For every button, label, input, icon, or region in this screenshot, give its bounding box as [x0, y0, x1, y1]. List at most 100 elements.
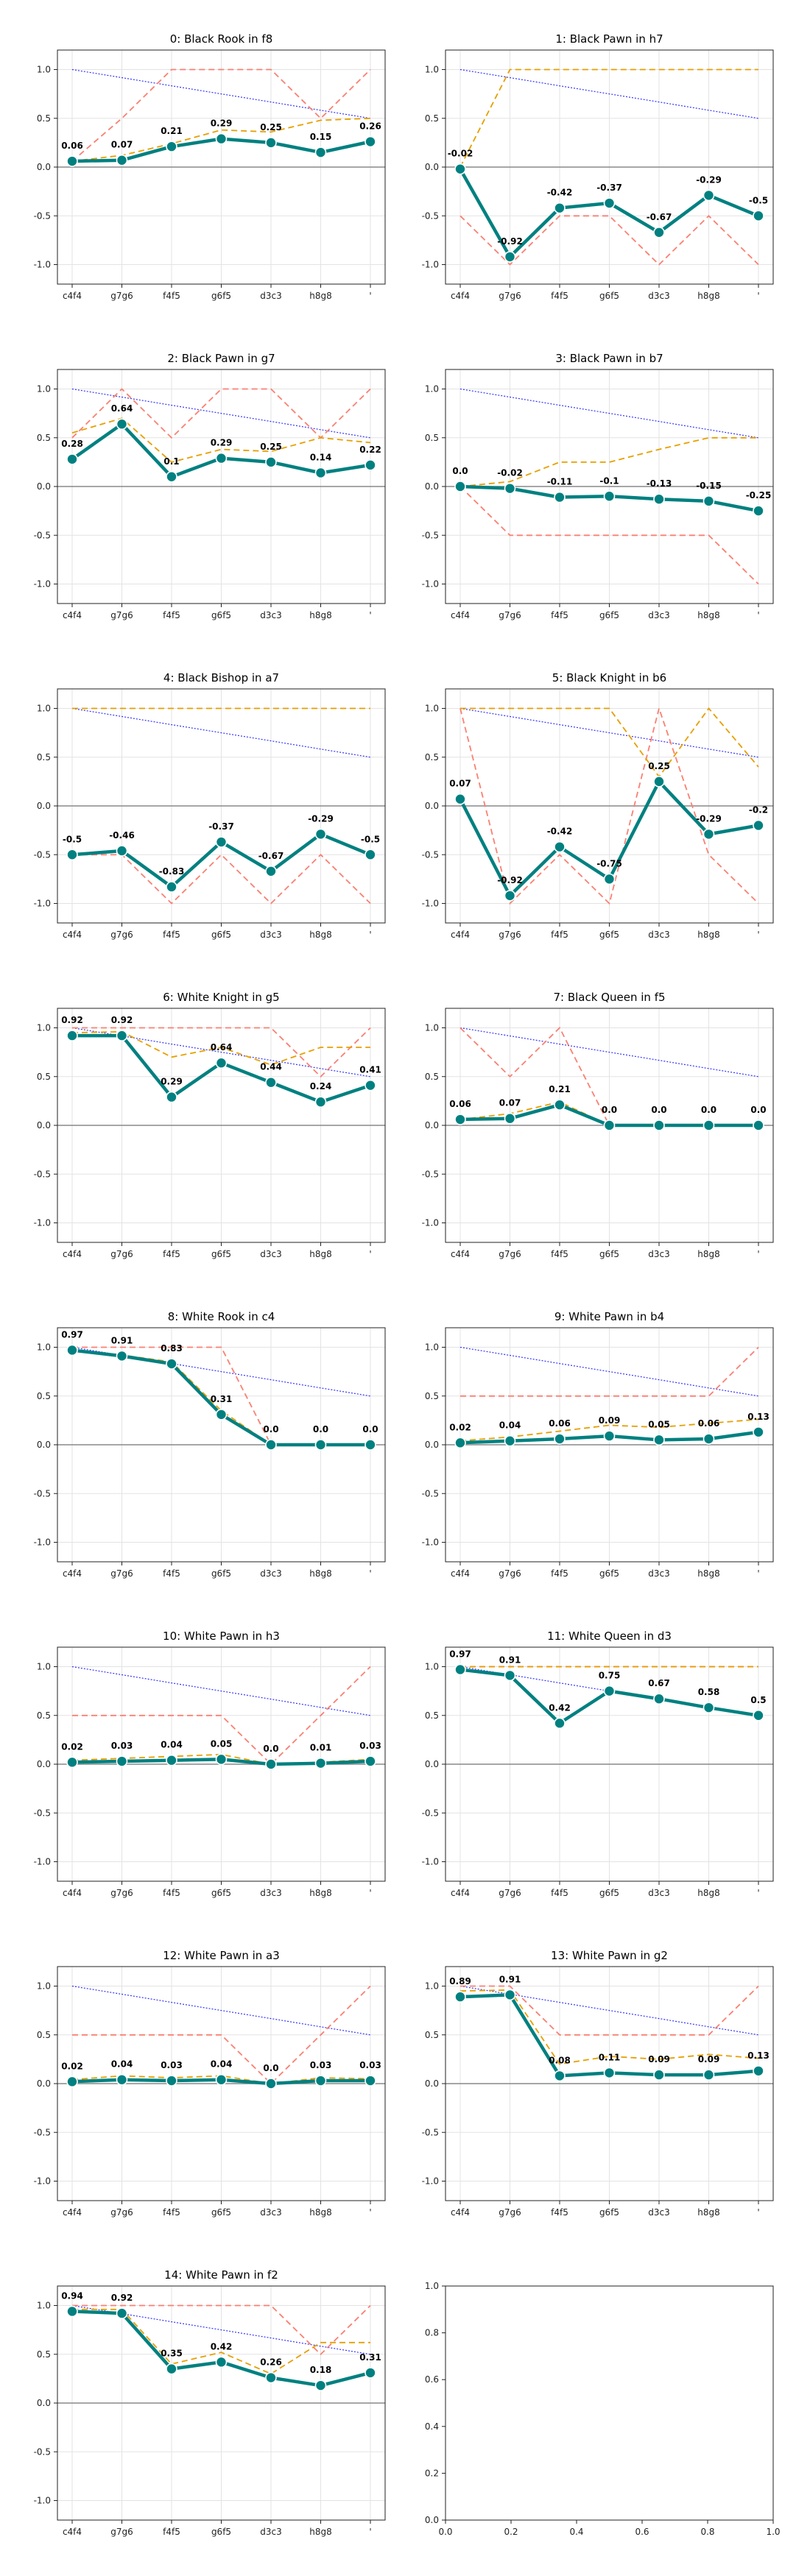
- chart-title: 3: Black Pawn in b7: [555, 352, 663, 365]
- x-tick-label: ': [757, 291, 759, 301]
- x-tick-label: h8g8: [309, 1568, 332, 1579]
- data-label: 0.11: [599, 2052, 621, 2062]
- data-label: 0.91: [499, 1655, 521, 1665]
- data-point: [504, 1112, 516, 1125]
- x-tick-label: f4f5: [551, 291, 568, 301]
- y-tick-label: 0.2: [425, 2468, 439, 2478]
- data-label: 0.92: [111, 2293, 133, 2303]
- series-line-blue: [71, 68, 371, 119]
- data-label: 0.1: [163, 456, 179, 467]
- x-tick-label: c4f4: [63, 1249, 82, 1259]
- series-line-blue: [459, 1027, 759, 1078]
- x-tick-label: d3c3: [648, 2207, 669, 2218]
- y-tick-label: -1.0: [422, 1538, 439, 1548]
- data-label: 0.44: [260, 1062, 282, 1072]
- series-line-red: [71, 68, 371, 162]
- series-line-red: [72, 1985, 371, 2085]
- chart-title: 13: White Pawn in g2: [551, 1949, 668, 1962]
- chart-title: 12: White Pawn in a3: [163, 1949, 280, 1962]
- data-point: [753, 2064, 764, 2077]
- x-tick-label: g7g6: [499, 2207, 521, 2218]
- x-tick-label: 0.6: [635, 2527, 649, 2537]
- data-label: -0.29: [696, 813, 722, 824]
- x-tick-label: h8g8: [697, 291, 720, 301]
- data-label: 0.02: [61, 1741, 83, 1752]
- x-tick-label: ': [369, 2207, 371, 2218]
- data-point: [653, 1119, 665, 1131]
- y-tick-label: -0.5: [422, 1169, 439, 1179]
- x-tick-label: d3c3: [260, 2527, 281, 2537]
- data-label: 0.05: [648, 1419, 670, 1429]
- y-tick-label: 1.0: [37, 384, 51, 394]
- data-point: [166, 1091, 177, 1103]
- x-tick-label: d3c3: [260, 291, 281, 301]
- x-tick-label: g7g6: [499, 1568, 521, 1579]
- data-label: 0.25: [260, 442, 282, 452]
- data-point: [66, 1030, 78, 1041]
- x-tick-label: c4f4: [63, 1568, 82, 1579]
- data-point: [653, 2069, 665, 2081]
- data-point: [364, 2075, 376, 2087]
- y-tick-label: 0.0: [425, 1120, 439, 1130]
- y-tick-label: -1.0: [422, 1857, 439, 1867]
- data-label: 0.03: [359, 1741, 381, 1751]
- x-tick-label: ': [369, 930, 371, 940]
- data-label: 0.0: [263, 2063, 278, 2073]
- data-point: [504, 482, 516, 495]
- data-point: [364, 1755, 376, 1767]
- x-tick-label: f4f5: [163, 1568, 180, 1579]
- x-tick-label: f4f5: [163, 930, 180, 940]
- data-point: [215, 836, 228, 848]
- data-label: -0.67: [647, 212, 672, 222]
- x-tick-label: g7g6: [499, 291, 521, 301]
- data-point: [166, 470, 177, 483]
- x-tick-label: g6f5: [211, 2207, 231, 2218]
- data-point: [753, 819, 764, 832]
- x-tick-label: h8g8: [697, 2207, 720, 2218]
- data-point: [554, 1717, 566, 1730]
- x-tick-label: ': [369, 1888, 371, 1898]
- y-tick-label: -1.0: [422, 899, 439, 909]
- chart-panel: 0.07 -0.92 -0.42 -0.75 0.25 -0.29 -0.2 c4f4 g7g6…: [422, 671, 774, 940]
- series-line-red: [459, 706, 759, 905]
- data-point: [702, 828, 715, 841]
- x-tick-label: f4f5: [551, 2207, 568, 2218]
- chart-panel: 0.02 0.04 0.06 0.09 0.05 0.06 0.13 c4f4 g7g6 f4f5…: [422, 1310, 774, 1579]
- y-tick-label: -1.0: [422, 260, 439, 270]
- y-tick-label: 0.0: [37, 2078, 51, 2089]
- chart-title: 11: White Queen in d3: [547, 1630, 672, 1643]
- data-point: [603, 490, 616, 503]
- data-label: 0.09: [648, 2054, 670, 2064]
- data-point: [66, 155, 78, 167]
- data-point: [215, 2073, 228, 2086]
- x-tick-label: c4f4: [63, 2527, 82, 2537]
- x-tick-label: d3c3: [648, 1888, 669, 1898]
- data-label: 0.25: [260, 122, 282, 132]
- x-tick-label: h8g8: [309, 930, 332, 940]
- data-point: [166, 881, 177, 893]
- y-tick-label: 0.5: [37, 113, 51, 124]
- chart-title: 1: Black Pawn in h7: [555, 32, 663, 46]
- data-label: -0.02: [497, 468, 523, 478]
- data-label: -0.46: [109, 830, 135, 841]
- data-point: [454, 1663, 466, 1676]
- data-point: [314, 146, 327, 158]
- series-line-orange: [460, 707, 759, 778]
- data-label: 0.0: [602, 1105, 617, 1115]
- data-label: 0.05: [211, 1738, 233, 1749]
- data-point: [66, 1756, 78, 1769]
- x-tick-label: c4f4: [451, 1568, 470, 1579]
- x-tick-label: d3c3: [260, 1888, 281, 1898]
- data-point: [364, 849, 376, 861]
- data-label: 0.97: [449, 1649, 471, 1659]
- data-point: [454, 1114, 466, 1125]
- data-label: 0.0: [263, 1424, 278, 1434]
- y-tick-label: -1.0: [34, 1218, 51, 1228]
- data-point: [364, 1079, 376, 1091]
- chart-panel: 0.02 0.03 0.04 0.05 0.0 0.01 0.03 c4f4 g7g6 f4f5 g…: [34, 1630, 386, 1898]
- data-label: 0.03: [310, 2060, 332, 2070]
- data-point: [116, 418, 128, 431]
- data-point: [504, 890, 516, 902]
- y-tick-label: -1.0: [34, 1857, 51, 1867]
- x-tick-label: f4f5: [163, 1888, 180, 1898]
